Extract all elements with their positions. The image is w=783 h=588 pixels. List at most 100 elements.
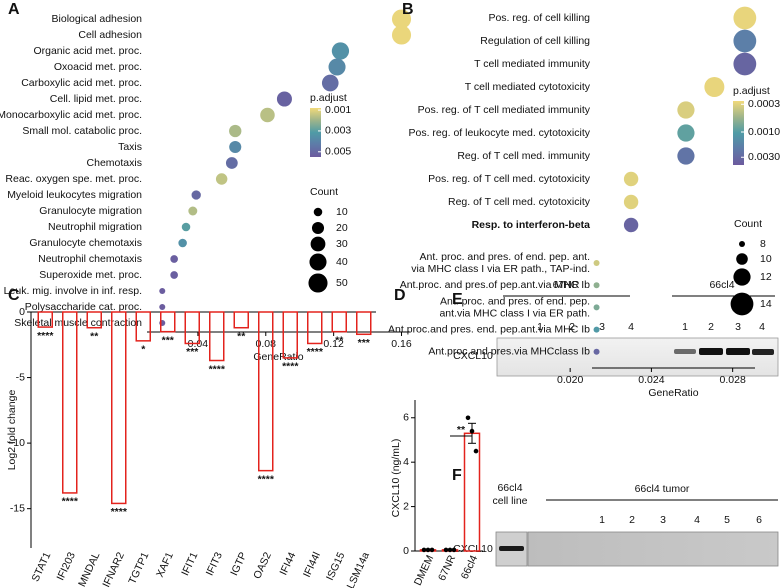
- category-label: Cell adhesion: [78, 29, 142, 41]
- size-legend-label: 12: [760, 271, 772, 283]
- category-label: Leuk. mig. involve in inf. resp.: [4, 285, 142, 297]
- x-tick-label: IFI203: [55, 550, 79, 582]
- dot: [391, 25, 412, 45]
- category-label: Chemotaxis: [87, 157, 142, 169]
- dot: [391, 9, 412, 29]
- x-tick-label: OAS2: [251, 550, 274, 581]
- y-axis-title: Log2 fold change: [6, 390, 18, 471]
- significance-label: ***: [162, 334, 175, 346]
- colorbar-tick-label: 0.0003: [748, 98, 780, 110]
- y-tick-label: 4: [403, 456, 409, 468]
- x-axis-title: GeneRatio: [253, 351, 303, 363]
- lane-label: 3: [735, 321, 741, 333]
- category-label: Taxis: [118, 141, 142, 153]
- category-label: T cell mediated immunity: [474, 58, 591, 70]
- x-tick-label: IFI44: [277, 550, 298, 577]
- dot: [159, 287, 166, 295]
- x-tick-label: IFIT3: [204, 550, 225, 577]
- panel-letter: B: [402, 1, 414, 18]
- category-label: Small mol. catabolic proc.: [22, 125, 142, 137]
- size-legend-title: Count: [310, 186, 338, 198]
- dot: [215, 173, 228, 185]
- lane-label: 2: [629, 514, 635, 526]
- lane-label: 1: [537, 321, 543, 333]
- category-label: Neutrophil chemotaxis: [38, 253, 142, 265]
- band: [752, 349, 774, 355]
- significance-label: ****: [111, 506, 128, 518]
- significance-label: ****: [62, 496, 79, 508]
- x-tick-label: DMEM: [412, 553, 436, 587]
- category-label-line: ant.via MHC class I via ER path.: [439, 307, 590, 319]
- dot: [159, 303, 166, 311]
- category-label-line: Ant. proc. and pres. of end. pep.: [440, 295, 590, 307]
- dot: [331, 42, 350, 60]
- dot: [276, 91, 292, 107]
- category-label: Ant.proc. and pres.of pep.ant.via MHC Ib: [400, 279, 590, 291]
- lane-label: 1: [599, 514, 605, 526]
- data-point: [443, 547, 449, 553]
- lane-label: 4: [694, 514, 700, 526]
- x-tick-label: 0.08: [256, 338, 277, 350]
- y-tick-label: 2: [403, 500, 409, 512]
- dot: [229, 124, 242, 138]
- category-label: Reg. of T cell med. immunity: [457, 150, 590, 162]
- significance-label: ****: [209, 363, 226, 375]
- category-label: Reac. oxygen spe. met. proc.: [5, 173, 142, 185]
- size-legend-title: Count: [734, 218, 762, 230]
- dot: [733, 52, 757, 76]
- colorbar: [733, 101, 744, 165]
- category-label: Granulocyte chemotaxis: [29, 237, 142, 249]
- bar: [160, 311, 176, 333]
- group-label: 66cl4: [709, 279, 734, 291]
- y-tick-label: -15: [10, 502, 25, 514]
- x-tick-label: TGTP1: [126, 550, 151, 586]
- category-label: Granulocyte migration: [39, 205, 142, 217]
- x-tick-label: LSM14a: [345, 550, 372, 588]
- dot: [178, 238, 187, 248]
- data-point: [451, 547, 457, 553]
- dot: [623, 217, 639, 233]
- size-legend-key: [309, 253, 327, 271]
- category-label: T cell mediated cytotoxicity: [465, 81, 591, 93]
- bar: [184, 311, 200, 345]
- x-tick-label: MNDAL: [76, 550, 102, 588]
- panel-letter: E: [452, 291, 463, 308]
- colorbar-tick-label: 0.0010: [748, 126, 780, 138]
- lane-label: 5: [724, 514, 730, 526]
- x-tick-label: 0.028: [720, 374, 746, 386]
- size-legend-key: [736, 253, 748, 265]
- dot: [677, 147, 695, 165]
- band: [726, 348, 750, 355]
- colorbar-tick-label: 0.005: [325, 146, 351, 158]
- y-tick-label: 0: [19, 306, 25, 318]
- blot-image: [496, 337, 779, 377]
- x-tick-label: IFNAR2: [100, 550, 127, 588]
- category-label: Superoxide met. proc.: [39, 269, 142, 281]
- bar: [37, 311, 53, 328]
- x-tick-label: 0.024: [638, 374, 664, 386]
- data-point: [469, 428, 475, 434]
- category-label: Polysaccharide cat. proc.: [25, 301, 142, 313]
- bar: [307, 311, 323, 345]
- category-label: Myeloid leukocytes migration: [7, 189, 142, 201]
- x-tick-label: IFI44l: [301, 550, 323, 579]
- category-label: Ant.proc.and pres. end. pep.ant.via MHC …: [388, 323, 590, 335]
- dot: [593, 326, 600, 333]
- data-point: [447, 547, 453, 553]
- lane-label: 6: [756, 514, 762, 526]
- dot: [328, 58, 346, 76]
- colorbar-title: p.adjust: [733, 85, 770, 97]
- band: [499, 546, 524, 551]
- data-point: [425, 547, 431, 553]
- category-label: Pos. reg. of T cell mediated immunity: [418, 104, 591, 116]
- dot: [229, 140, 242, 154]
- group-label: 66cl4: [497, 482, 522, 494]
- significance-label: ****: [37, 330, 54, 342]
- category-label: Skeletal muscle contraction: [14, 317, 142, 329]
- bar: [356, 311, 372, 336]
- significance-label: **: [237, 331, 246, 343]
- lane-label: 4: [628, 321, 634, 333]
- size-legend-label: 30: [336, 238, 348, 250]
- bar: [331, 311, 347, 333]
- x-tick-label: ISG15: [324, 550, 348, 582]
